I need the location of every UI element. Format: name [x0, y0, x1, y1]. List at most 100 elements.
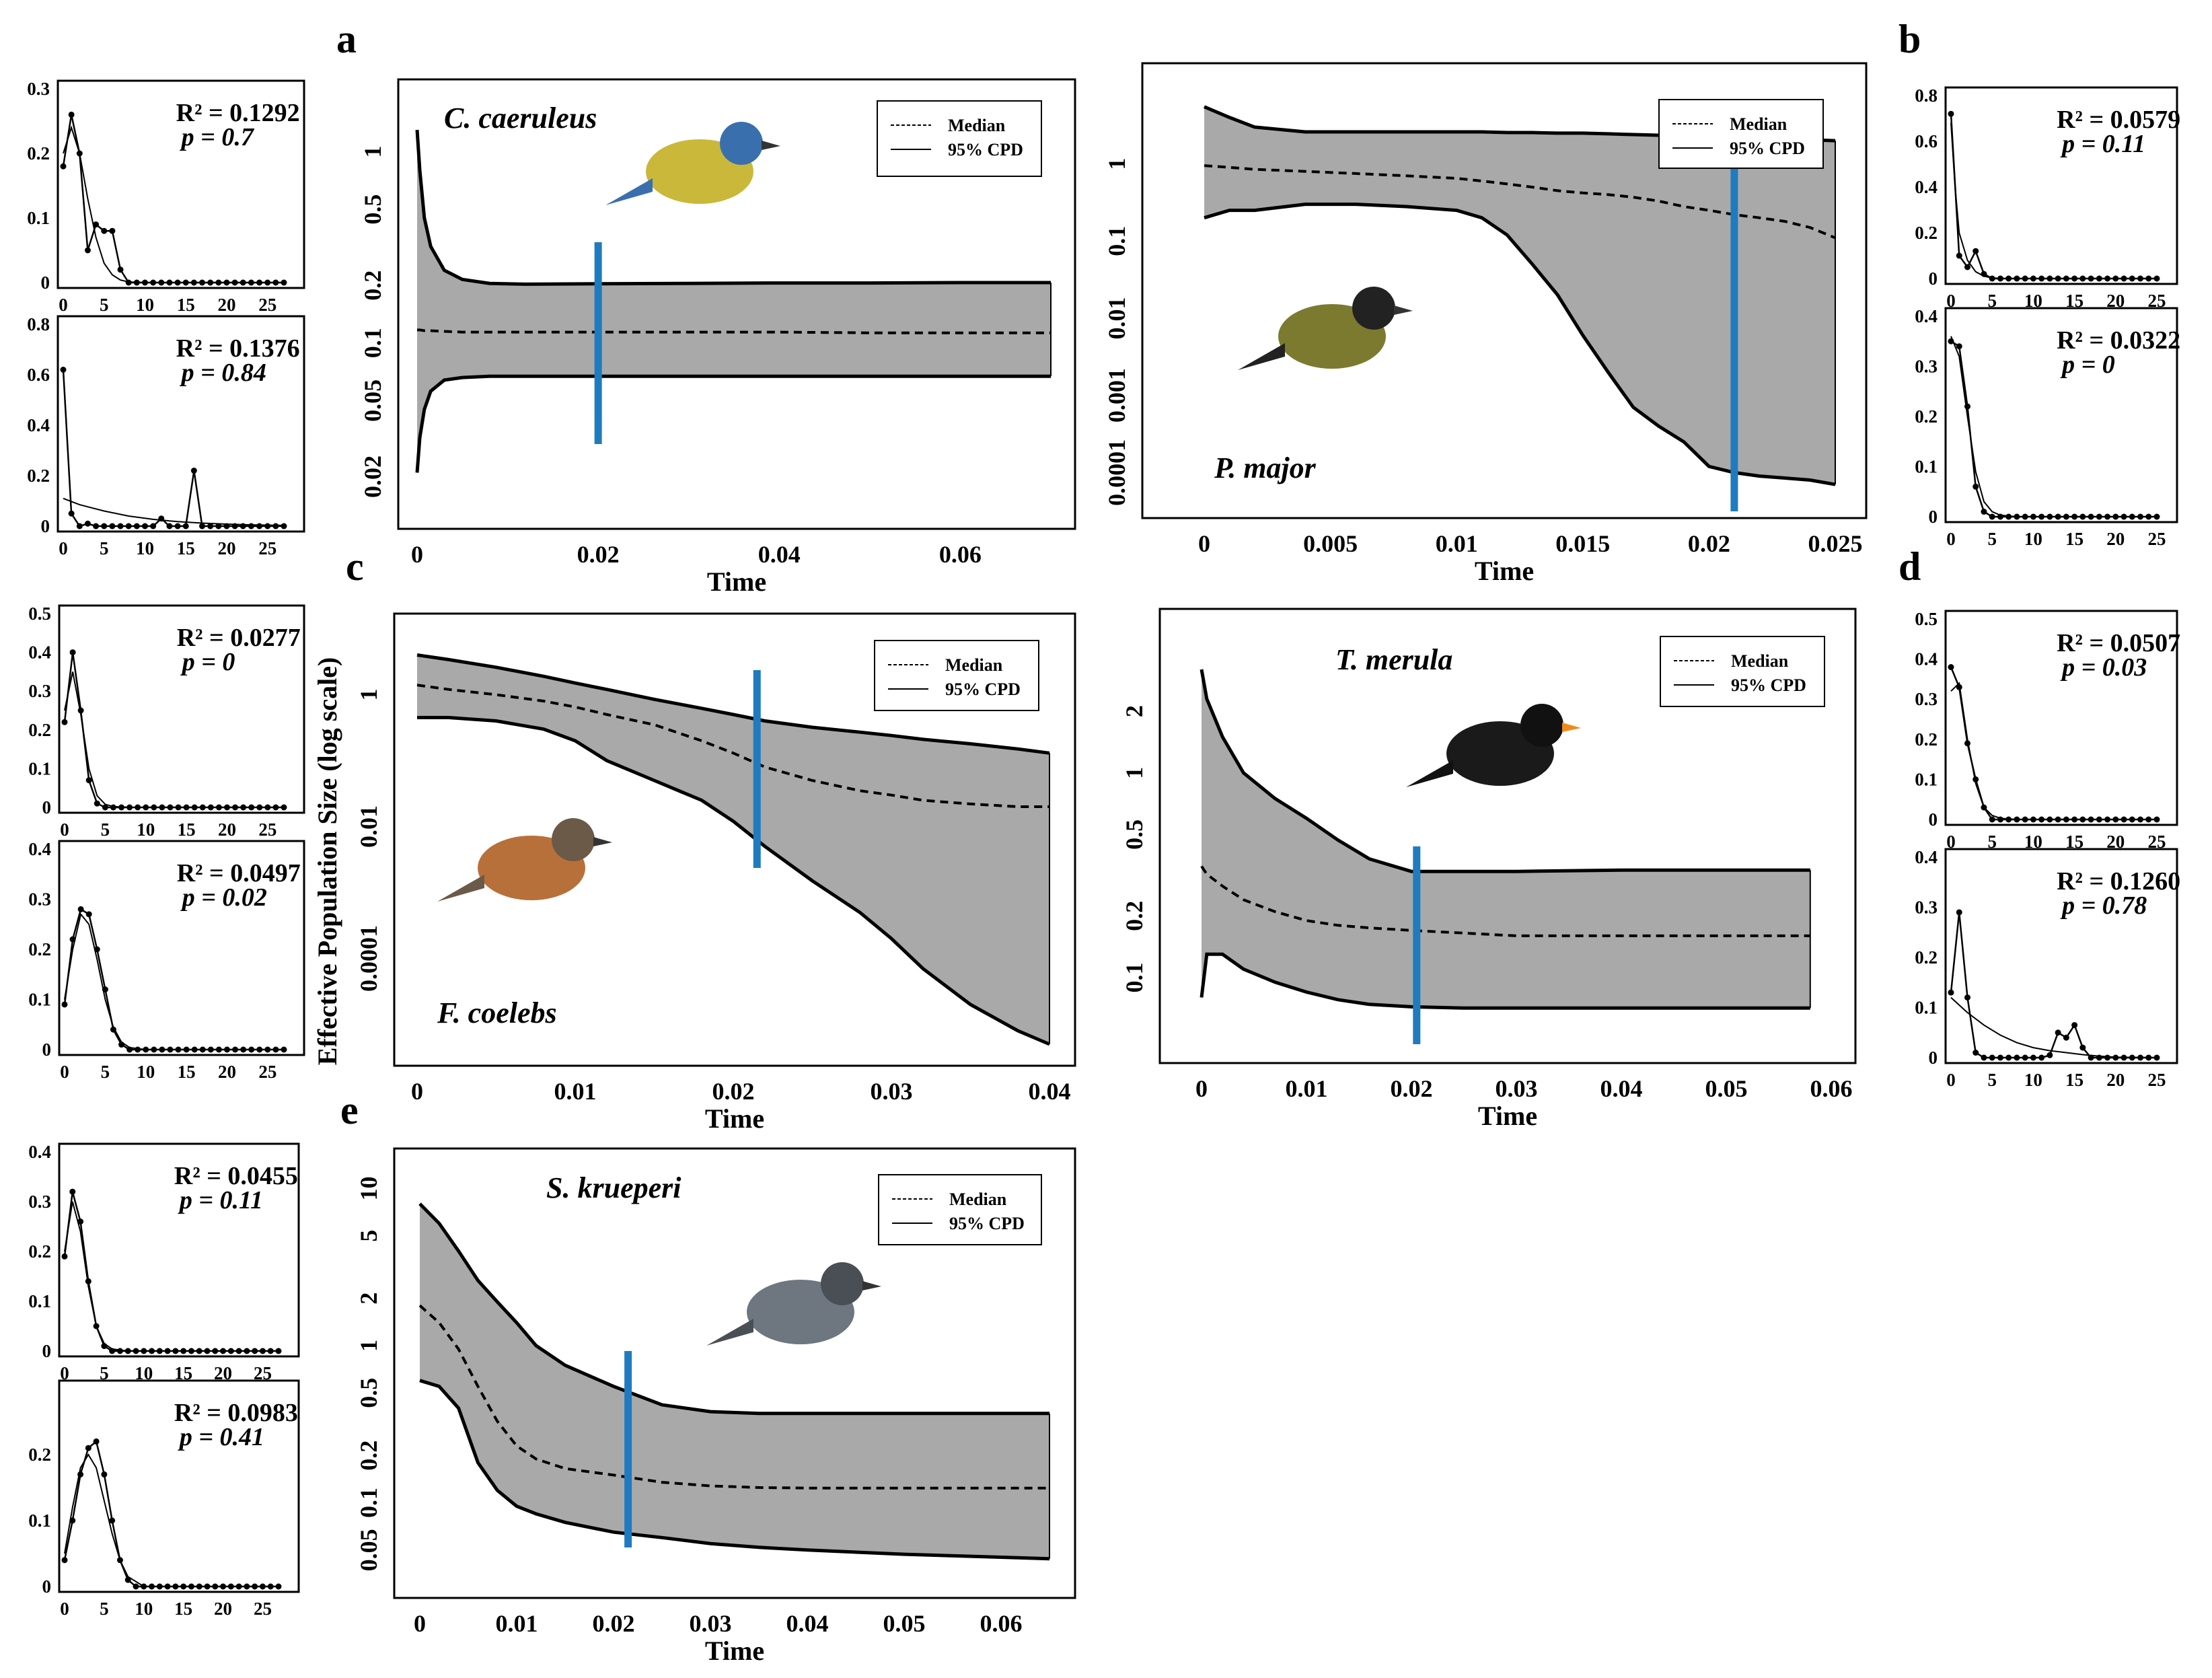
observed-point: [2153, 816, 2160, 823]
observed-point: [2055, 513, 2061, 520]
observed-point: [149, 1583, 155, 1590]
x-tick-label: 0.01: [1286, 1075, 1328, 1102]
observed-point: [1956, 252, 1962, 259]
observed-point: [93, 1323, 100, 1329]
observed-point: [232, 804, 239, 811]
r2-statistic: R² = 0.1292: [176, 99, 300, 127]
observed-point: [2088, 513, 2094, 520]
observed-point: [2014, 275, 2020, 282]
observed-point: [159, 1046, 165, 1053]
observed-point: [84, 247, 91, 254]
bird-photo: [437, 818, 612, 902]
observed-point: [191, 1046, 198, 1053]
mismatch-x-tick: 15: [2065, 1070, 2084, 1090]
panel-d: 0 0.01 0.02 0.03 0.04 0.05 0.06 0.1 0.2 0.5 1 2 Time…: [1121, 544, 1921, 1131]
observed-point: [182, 279, 189, 286]
observed-point: [2005, 513, 2012, 520]
observed-point: [248, 279, 254, 286]
observed-point: [2055, 816, 2061, 823]
mismatch-frame: [1944, 307, 2178, 523]
observed-point: [2079, 275, 2086, 282]
observed-point: [109, 1517, 116, 1524]
observed-point: [175, 1046, 182, 1053]
observed-point: [183, 804, 190, 811]
mismatch-y-tick: 0: [1929, 268, 1938, 289]
observed-point: [275, 1348, 282, 1354]
observed-point: [141, 523, 148, 530]
observed-point: [244, 1583, 250, 1590]
observed-point: [1989, 513, 1995, 520]
observed-point: [2104, 275, 2111, 282]
observed-point: [223, 279, 230, 286]
cpd-band: [417, 130, 1051, 473]
mismatch-y-tick: 0: [41, 272, 50, 293]
r2-statistic: R² = 0.0277: [177, 624, 301, 652]
panel-e: 0 0.01 0.02 0.03 0.04 0.05 0.06 0.05 0.1 0.2 0.5 1 2…: [340, 1088, 1076, 1666]
median-line: [416, 684, 1049, 808]
observed-point: [109, 1348, 116, 1354]
observed-point: [223, 523, 230, 530]
mismatch-x-tick: 20: [218, 819, 236, 840]
r2-statistic: R² = 0.0579: [2057, 106, 2180, 134]
x-axis-title: Time: [1478, 1101, 1537, 1131]
x-tick-label: 0: [414, 1610, 426, 1637]
observed-point: [101, 1343, 108, 1350]
mismatch-frame: [1944, 86, 2178, 285]
bird-beak: [1394, 305, 1413, 315]
legend-median-label: Median: [945, 655, 1003, 675]
observed-point: [175, 804, 182, 811]
observed-point: [2030, 275, 2036, 282]
x-tick-label: 0.02: [593, 1610, 635, 1637]
mismatch-y-tick: 0.4: [1915, 177, 1938, 197]
mismatch-x-tick: 5: [101, 1062, 110, 1082]
observed-point: [69, 649, 76, 656]
mismatch-y-tick: 0.2: [28, 1241, 51, 1262]
observed-point: [1948, 110, 1954, 117]
observed-point: [101, 1471, 108, 1478]
observed-point: [199, 1046, 206, 1053]
observed-point: [2104, 513, 2111, 520]
mismatch-frame: [58, 604, 305, 814]
species-name: P. major: [1214, 451, 1317, 484]
mismatch-y-tick: 0.4: [28, 1142, 51, 1162]
observed-curve: [63, 652, 284, 809]
upper-cpd-line: [1200, 669, 1810, 873]
x-tick-label: 0.02: [1688, 530, 1730, 557]
observed-point: [196, 1348, 202, 1354]
species-name: C. caeruleus: [444, 102, 597, 135]
mismatch-x-tick: 10: [2024, 529, 2042, 549]
panel-a: 0 0.02 0.04 0.06 0.02 0.05 0.1 0.2 0.5 1 Time a C. c…: [336, 17, 1076, 597]
y-tick-label: 0.001: [1103, 368, 1130, 423]
mismatch-y-tick: 0.6: [27, 365, 50, 385]
observed-point: [256, 523, 263, 530]
observed-point: [248, 523, 254, 530]
observed-point: [2038, 1054, 2045, 1061]
y-tick-label: 1: [359, 146, 386, 158]
r2-statistic: R² = 0.0455: [174, 1162, 298, 1190]
mismatch-y-tick: 0: [42, 1341, 52, 1361]
mismatch-x-tick: 0: [60, 1363, 69, 1383]
observed-point: [151, 804, 157, 811]
observed-point: [2137, 816, 2144, 823]
observed-point: [117, 523, 124, 530]
observed-point: [223, 804, 230, 811]
x-tick-label: 0.06: [939, 541, 982, 568]
observed-point: [204, 1348, 211, 1354]
mismatch-y-tick: 0.4: [1915, 649, 1938, 669]
mismatch-x-tick: 10: [136, 295, 154, 315]
lower-cpd-line: [1204, 203, 1836, 486]
y-tick-label: 0.05: [355, 1529, 382, 1571]
observed-point: [207, 1046, 214, 1053]
mismatch-x-tick: 20: [2106, 529, 2125, 549]
observed-point: [118, 804, 125, 811]
observed-point: [141, 1583, 147, 1590]
observed-point: [244, 1348, 250, 1354]
observed-point: [102, 986, 108, 993]
bird-tail: [605, 178, 653, 205]
mismatch-y-tick: 0.1: [1915, 769, 1938, 789]
mismatch-y-tick: 0.2: [28, 720, 51, 740]
observed-point: [109, 227, 116, 234]
expected-curve: [64, 671, 284, 808]
